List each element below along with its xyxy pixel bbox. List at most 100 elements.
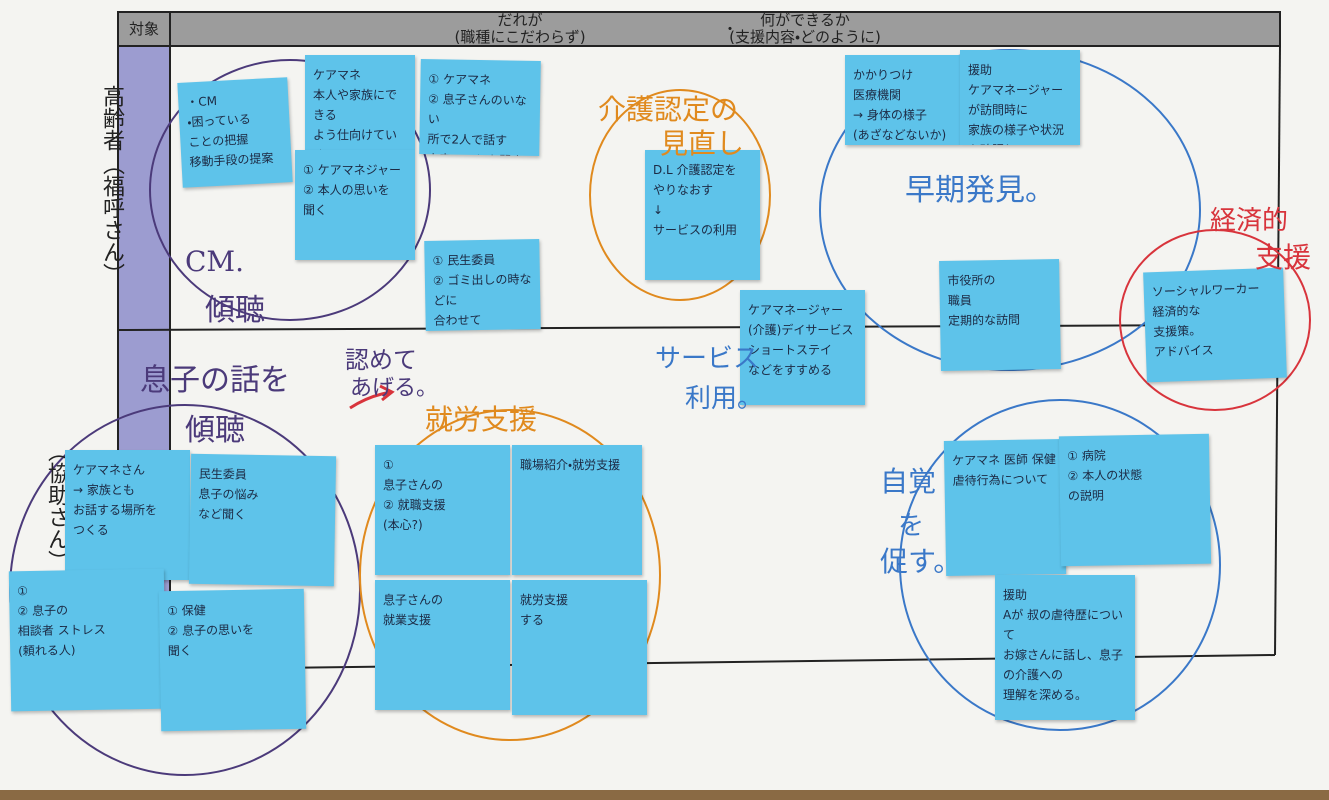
- loop: [899, 399, 1221, 731]
- sticky-note: ① 息子さんの ② 就職支援 (本心?): [375, 445, 510, 575]
- sticky-note: 職場紹介・就労支援: [512, 445, 642, 575]
- note-line: お話する場所を: [73, 503, 158, 517]
- sticky-note: ケアマネさん → 家族とも お話する場所を つくる: [65, 450, 190, 580]
- sticky-note: ① ② 息子の 相談者 ストレス (頼れる人): [8, 568, 167, 712]
- note-line: ② 本人の思いを: [303, 183, 390, 197]
- note-line: ①: [383, 458, 394, 472]
- note-line: ② 息子の思いを: [167, 622, 255, 639]
- note-line: など聞く: [197, 506, 247, 522]
- note-line: 息子さんの: [383, 478, 444, 492]
- sticky-note: 市役所の 職員 定期的な訪問: [939, 258, 1061, 372]
- header-who: だれが (職種にこだわらず): [420, 12, 620, 46]
- note-line: する: [520, 613, 545, 627]
- sticky-note: ① 民生委員 ② ゴミ出しの時などに合わせて: [424, 239, 541, 331]
- note-line: 聞く: [303, 203, 328, 217]
- header-line: (支援内容・どのように): [729, 28, 881, 46]
- row-label-text: （協助さん）: [44, 440, 69, 572]
- note-line: ② 息子の: [17, 603, 69, 619]
- row-label-text: 高齢者: [99, 85, 124, 151]
- note-line: ショートステイ: [748, 343, 833, 357]
- handwritten-note: CM.: [185, 245, 244, 278]
- note-line: 虐待行為について: [952, 472, 1049, 488]
- header-line: だれが: [497, 11, 543, 29]
- sticky-note: 息子さんの 就業支援: [375, 580, 510, 710]
- note-line: お嫁さんに話し、息子の介護への: [1003, 648, 1124, 682]
- header-line: (職種にこだわらず): [454, 28, 586, 46]
- sticky-note: ・CM ・困っている ことの把握 移動手段の提案: [177, 77, 293, 188]
- note-line: ケアマネ 医師 保健: [952, 452, 1056, 468]
- note-line: 息子さんの: [383, 593, 444, 607]
- note-line: Aが 叔の虐待歴について: [1003, 608, 1124, 642]
- note-line: ② 就職支援: [383, 498, 446, 512]
- note-line: ケアマネージャーが訪問時に: [968, 83, 1064, 117]
- note-line: 息子の悩み: [198, 486, 259, 502]
- sticky-note: D.L 介護認定を やりなおす ↓ サービスの利用: [645, 150, 760, 280]
- sticky-note: 就労支援 する: [512, 580, 647, 715]
- note-line: ① ケアマネジャー: [303, 163, 401, 177]
- handwritten-note: 就労支援: [425, 403, 538, 436]
- sticky-note: ソーシャルワーカー 経済的な 支援策。 アドバイス: [1143, 267, 1287, 383]
- note-line: ② 本人の状態: [1067, 467, 1143, 484]
- sticky-note: 民生委員息子の悩みなど聞く: [188, 453, 337, 587]
- note-line: D.L 介護認定を: [653, 163, 737, 177]
- note-line: ① 民生委員: [432, 252, 496, 268]
- handwritten-note: 経済的: [1210, 206, 1289, 236]
- note-line: ケアマネージャー: [748, 303, 844, 317]
- header-separator: ・: [722, 20, 738, 38]
- note-line: 所で2人で話す: [427, 132, 508, 148]
- note-line: (あざなどないか): [853, 128, 947, 142]
- note-line: 移動手段の提案: [189, 151, 274, 170]
- sticky-note: 援助ケアマネージャーが訪問時に家族の様子や状況を確認し必要なサービスを提案する: [960, 50, 1080, 145]
- header-bar: [117, 11, 1281, 47]
- note-line: ① 病院: [1067, 448, 1106, 464]
- handwritten-note: を: [898, 511, 925, 541]
- handwritten-note: 息子の話を: [140, 363, 290, 398]
- handwritten-note: 介護認定の: [598, 93, 739, 126]
- note-line: 聞く: [167, 643, 192, 659]
- note-line: 援助: [1003, 588, 1028, 602]
- arrow: [349, 384, 395, 410]
- note-line: 医療機関: [853, 88, 902, 102]
- note-line: 援助: [968, 63, 993, 77]
- handwritten-note: 利用。: [685, 384, 764, 414]
- sticky-note: ① 病院 ② 本人の状態 の説明: [1058, 433, 1212, 567]
- note-line: 民生委員: [198, 466, 247, 482]
- note-line: 相談者 ストレス: [17, 622, 106, 639]
- handwritten-note: 見直し: [660, 127, 745, 160]
- note-line: やりなおす: [653, 183, 714, 197]
- note-line: (本心?): [383, 518, 423, 532]
- note-line: などをすすめる: [748, 363, 833, 377]
- note-line: ② ゴミ出しの時などに: [432, 272, 532, 308]
- note-line: ケアマネさん: [73, 463, 146, 477]
- header-line: 何ができるか: [760, 11, 850, 29]
- header-what: 何ができるか (支援内容・どのように): [690, 12, 920, 46]
- note-line: 合わせて: [433, 313, 482, 328]
- note-line: 理解を深める。: [1003, 688, 1088, 702]
- note-line: かかりつけ: [853, 68, 914, 82]
- note-line: 就労支援: [520, 593, 569, 607]
- sticky-note: ① ケアマネジャー ② 本人の思いを 聞く: [295, 150, 415, 260]
- note-line: ①: [17, 584, 29, 599]
- handwritten-note: 傾聴: [185, 413, 245, 448]
- note-line: ② 息子さんのいない: [427, 92, 527, 127]
- row-label: 高齢者 （福呼さん）: [95, 85, 127, 285]
- handwritten-note: 認めて: [345, 346, 417, 374]
- header-target: 対象: [128, 20, 159, 38]
- note-line: → 家族とも: [73, 483, 135, 497]
- note-line: ① 保健: [167, 603, 206, 619]
- note-line: 職員: [947, 293, 972, 308]
- sticky-note: ケアマネ本人や家族にできるよう仕向けていく: [305, 55, 415, 150]
- note-line: の説明: [1067, 488, 1105, 504]
- note-line: 本人や家族にできる: [313, 88, 398, 122]
- handwritten-note: サービス: [655, 344, 760, 374]
- handwritten-note: 傾聴: [205, 293, 265, 328]
- row-label-text: （福呼さん）: [99, 153, 124, 285]
- handwritten-note: あげる。: [350, 376, 439, 401]
- sticky-note: ケアマネ 医師 保健 虐待行為について: [943, 438, 1067, 577]
- handwritten-note: 支援: [1255, 241, 1312, 274]
- note-line: ① ケアマネ: [428, 72, 492, 88]
- note-line: 家族の様子や状況を確認し: [968, 123, 1065, 145]
